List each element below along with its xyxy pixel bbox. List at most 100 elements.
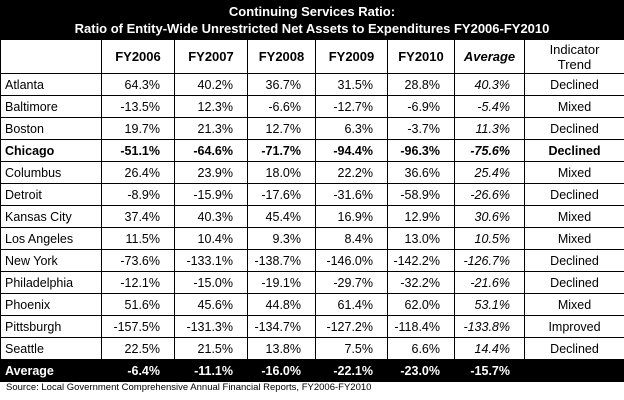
- header-indicator-line-2: Trend: [557, 56, 592, 72]
- header-average: Average: [454, 39, 525, 74]
- fy2009-value: 31.5%: [315, 73, 388, 96]
- fy2009-value: -94.4%: [315, 139, 388, 162]
- indicator-trend: Declined: [524, 183, 624, 206]
- header-city: [0, 39, 102, 74]
- indicator-trend: Mixed: [524, 161, 624, 184]
- fy2008-value: 36.7%: [247, 73, 316, 96]
- indicator-trend: Declined: [524, 73, 624, 96]
- source-note: Source: Local Government Comprehensive A…: [6, 382, 372, 393]
- header-fy2007: FY2007: [174, 39, 248, 74]
- fy2006-value: -8.9%: [101, 183, 175, 206]
- fy2010-value: -142.2%: [387, 249, 455, 272]
- fy2006-value: -51.1%: [101, 139, 175, 162]
- average-row-trend: [524, 359, 624, 382]
- fy2007-value: 12.3%: [174, 95, 248, 118]
- city-name: Los Angeles: [0, 227, 102, 250]
- indicator-trend: Declined: [524, 249, 624, 272]
- fy2007-value: -15.9%: [174, 183, 248, 206]
- header-fy2008: FY2008: [247, 39, 316, 74]
- fy2009-value: -127.2%: [315, 315, 388, 338]
- average-value: 14.4%: [454, 337, 525, 360]
- fy2006-value: 37.4%: [101, 205, 175, 228]
- average-value: 30.6%: [454, 205, 525, 228]
- average-row: Average -6.4% -11.1% -16.0% -22.1% -23.0…: [0, 359, 624, 382]
- average-row-fy2007: -11.1%: [174, 359, 248, 382]
- fy2010-value: 6.6%: [387, 337, 455, 360]
- fy2009-value: -31.6%: [315, 183, 388, 206]
- fy2007-value: -133.1%: [174, 249, 248, 272]
- table-row: Seattle 22.5% 21.5% 13.8% 7.5% 6.6% 14.4% Decli…: [0, 337, 624, 360]
- table-row: Pittsburgh -157.5% -131.3% -134.7% -127.2% -1…: [0, 315, 624, 338]
- fy2007-value: 10.4%: [174, 227, 248, 250]
- indicator-trend: Declined: [524, 337, 624, 360]
- fy2007-value: -131.3%: [174, 315, 248, 338]
- fy2007-value: -64.6%: [174, 139, 248, 162]
- city-name: New York: [0, 249, 102, 272]
- average-value: -5.4%: [454, 95, 525, 118]
- header-row: FY2006 FY2007 FY2008 FY2009 FY2010 Avera…: [0, 39, 624, 74]
- average-value: 10.5%: [454, 227, 525, 250]
- fy2007-value: 40.2%: [174, 73, 248, 96]
- city-name: Columbus: [0, 161, 102, 184]
- city-name: Detroit: [0, 183, 102, 206]
- header-fy2009: FY2009: [315, 39, 388, 74]
- continuing-services-table: FY2006 FY2007 FY2008 FY2009 FY2010 Avera…: [0, 39, 624, 382]
- fy2010-value: 13.0%: [387, 227, 455, 250]
- indicator-trend: Declined: [524, 271, 624, 294]
- average-value: 11.3%: [454, 117, 525, 140]
- table-title: Continuing Services Ratio: Ratio of Enti…: [0, 0, 624, 39]
- fy2009-value: 61.4%: [315, 293, 388, 316]
- fy2006-value: 22.5%: [101, 337, 175, 360]
- fy2006-value: -12.1%: [101, 271, 175, 294]
- average-value: -26.6%: [454, 183, 525, 206]
- fy2008-value: 45.4%: [247, 205, 316, 228]
- indicator-trend: Mixed: [524, 205, 624, 228]
- average-value: 53.1%: [454, 293, 525, 316]
- fy2006-value: 64.3%: [101, 73, 175, 96]
- fy2007-value: 45.6%: [174, 293, 248, 316]
- fy2008-value: -134.7%: [247, 315, 316, 338]
- fy2008-value: -6.6%: [247, 95, 316, 118]
- indicator-trend: Mixed: [524, 227, 624, 250]
- table-body: Atlanta 64.3% 40.2% 36.7% 31.5% 28.8% 40.3% Dec…: [0, 73, 624, 360]
- table-row: Detroit -8.9% -15.9% -17.6% -31.6% -58.9% -26.…: [0, 183, 624, 206]
- average-row-fy2010: -23.0%: [387, 359, 455, 382]
- fy2006-value: 26.4%: [101, 161, 175, 184]
- average-row-label: Average: [0, 359, 102, 382]
- table-row: Atlanta 64.3% 40.2% 36.7% 31.5% 28.8% 40.3% Dec…: [0, 73, 624, 96]
- fy2009-value: 8.4%: [315, 227, 388, 250]
- average-row-fy2006: -6.4%: [101, 359, 175, 382]
- fy2009-value: -12.7%: [315, 95, 388, 118]
- fy2009-value: 22.2%: [315, 161, 388, 184]
- fy2009-value: 16.9%: [315, 205, 388, 228]
- fy2008-value: -138.7%: [247, 249, 316, 272]
- fy2008-value: -19.1%: [247, 271, 316, 294]
- average-value: 40.3%: [454, 73, 525, 96]
- fy2008-value: 12.7%: [247, 117, 316, 140]
- average-value: -133.8%: [454, 315, 525, 338]
- table-row: Chicago -51.1% -64.6% -71.7% -94.4% -96.3% -75…: [0, 139, 624, 162]
- fy2009-value: 7.5%: [315, 337, 388, 360]
- fy2008-value: -17.6%: [247, 183, 316, 206]
- fy2007-value: -15.0%: [174, 271, 248, 294]
- city-name: Boston: [0, 117, 102, 140]
- fy2010-value: -32.2%: [387, 271, 455, 294]
- city-name: Kansas City: [0, 205, 102, 228]
- fy2009-value: 6.3%: [315, 117, 388, 140]
- fy2007-value: 21.5%: [174, 337, 248, 360]
- fy2008-value: 9.3%: [247, 227, 316, 250]
- fy2010-value: 36.6%: [387, 161, 455, 184]
- fy2008-value: -71.7%: [247, 139, 316, 162]
- fy2010-value: -6.9%: [387, 95, 455, 118]
- average-value: -75.6%: [454, 139, 525, 162]
- average-value: -21.6%: [454, 271, 525, 294]
- title-line-1: Continuing Services Ratio:: [228, 4, 396, 19]
- fy2006-value: 19.7%: [101, 117, 175, 140]
- fy2010-value: -96.3%: [387, 139, 455, 162]
- city-name: Pittsburgh: [0, 315, 102, 338]
- indicator-trend: Mixed: [524, 95, 624, 118]
- indicator-trend: Declined: [524, 139, 624, 162]
- table-row: Columbus 26.4% 23.9% 18.0% 22.2% 36.6% 25.4% Mi…: [0, 161, 624, 184]
- average-row-fy2009: -22.1%: [315, 359, 388, 382]
- fy2010-value: 28.8%: [387, 73, 455, 96]
